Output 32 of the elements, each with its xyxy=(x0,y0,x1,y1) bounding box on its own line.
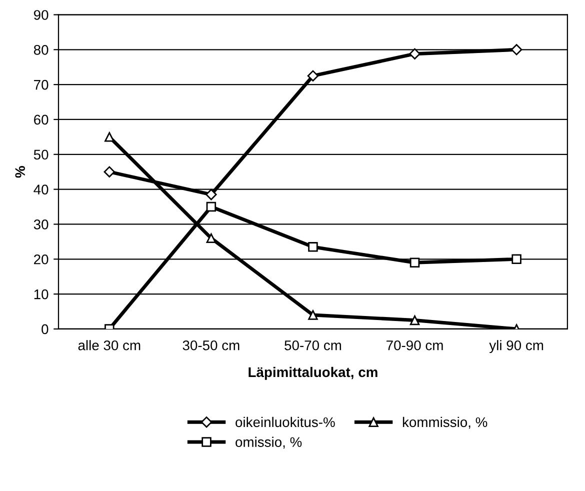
x-tick-label: 30-50 cm xyxy=(182,340,240,350)
point xyxy=(410,258,420,268)
y-axis-title: % xyxy=(15,166,25,178)
y-tick-label: 90 xyxy=(34,10,48,20)
x-axis-title: Läpimittaluokat, cm xyxy=(248,366,378,380)
y-tick-label: 70 xyxy=(34,80,48,90)
y-tick-label: 50 xyxy=(34,150,48,160)
point xyxy=(104,166,115,178)
x-tick-label: 50-70 cm xyxy=(284,340,342,350)
x-tick-label: alle 30 cm xyxy=(78,340,140,350)
point xyxy=(410,315,420,326)
legend-label: omissio, % xyxy=(236,436,302,449)
point xyxy=(512,254,522,264)
y-tick-label: 60 xyxy=(34,114,48,125)
y-tick-label: 0 xyxy=(42,324,48,334)
legend-label: oikeinluokitus-% xyxy=(236,416,335,428)
point xyxy=(307,70,319,82)
point xyxy=(510,44,522,56)
y-tick-label: 30 xyxy=(34,220,48,230)
legend-label: kommissio, % xyxy=(402,416,488,429)
point xyxy=(206,188,217,200)
point xyxy=(409,48,420,60)
y-tick-label: 40 xyxy=(34,184,48,194)
point xyxy=(206,202,216,212)
x-tick-label: 70-90 cm xyxy=(386,340,443,350)
y-tick-label: 20 xyxy=(34,254,48,264)
point xyxy=(308,242,318,252)
y-tick-label: 10 xyxy=(34,289,48,300)
point xyxy=(308,310,318,320)
y-tick-label: 80 xyxy=(34,44,48,55)
point xyxy=(104,132,114,142)
x-tick-label: yli 90 cm xyxy=(489,340,544,354)
